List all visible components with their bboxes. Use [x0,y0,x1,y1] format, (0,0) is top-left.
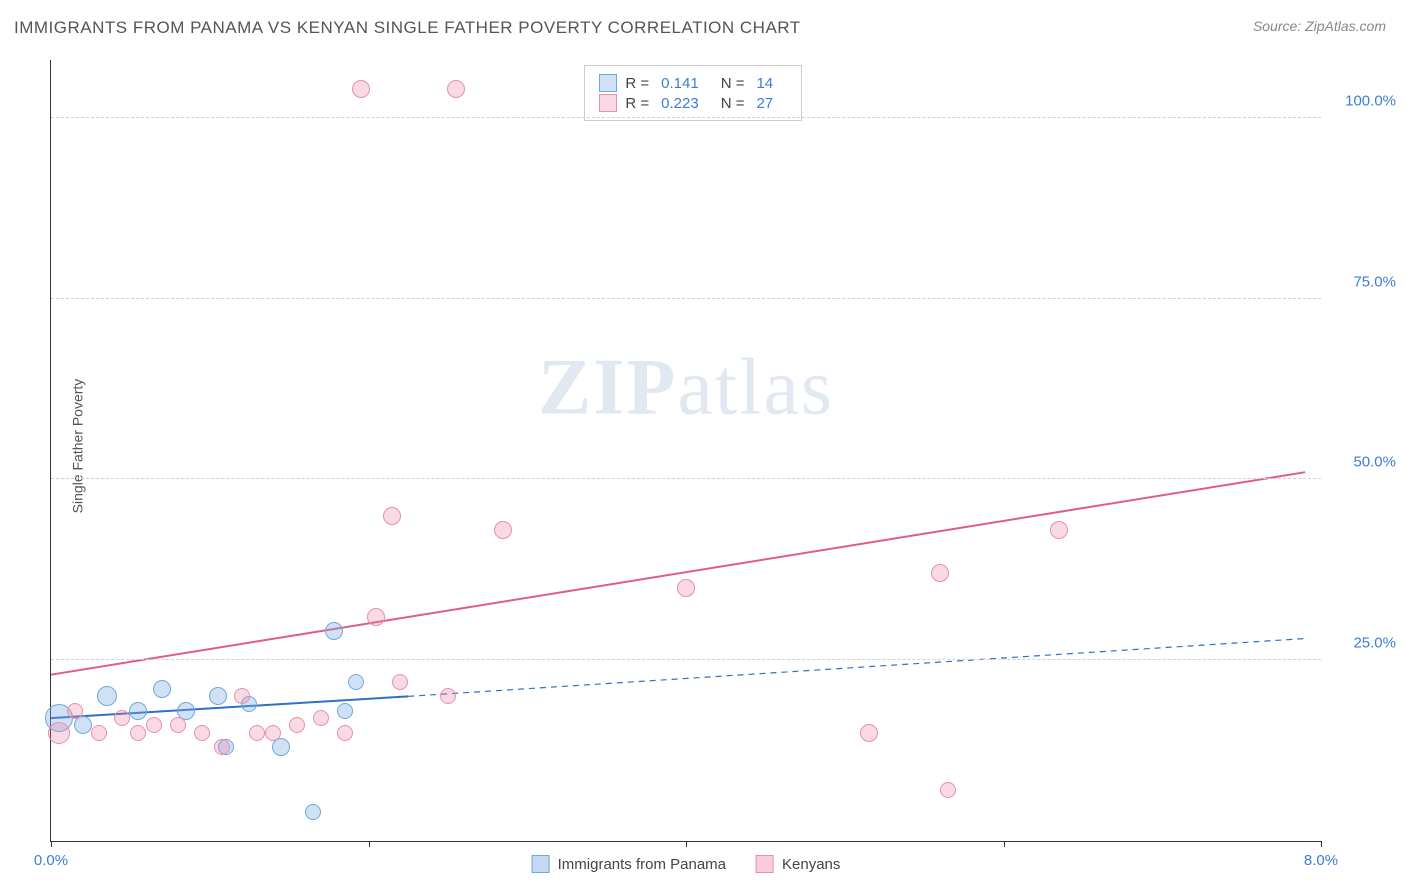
legend-item-1: Kenyans [756,855,840,873]
data-point [860,724,878,742]
data-point [170,717,186,733]
data-point [130,725,146,741]
source-label: Source: ZipAtlas.com [1253,18,1386,34]
n-label: N = [721,75,745,92]
data-point [265,725,281,741]
watermark-bold: ZIP [538,344,677,432]
watermark-rest: atlas [677,344,834,432]
data-point [146,717,162,733]
data-point [234,688,250,704]
ytick-label: 100.0% [1345,92,1396,109]
n-label: N = [721,95,745,112]
xtick [1004,841,1005,847]
legend-row-1: R = 0.223 N = 27 [599,94,787,112]
trend-lines [51,60,1321,841]
data-point [325,622,343,640]
ytick-label: 50.0% [1353,454,1396,471]
legend-row-0: R = 0.141 N = 14 [599,74,787,92]
data-point [940,782,956,798]
data-point [383,507,401,525]
data-point [337,725,353,741]
data-point [129,702,147,720]
swatch-kenyans-icon [756,855,774,873]
data-point [74,716,92,734]
r-label: R = [625,95,649,112]
data-point [194,725,210,741]
data-point [305,804,321,820]
r-value-0: 0.141 [661,75,699,92]
data-point [153,680,171,698]
legend-stats: R = 0.141 N = 14 R = 0.223 N = 27 [584,65,802,121]
gridline [51,298,1321,299]
data-point [209,687,227,705]
data-point [931,564,949,582]
gridline [51,117,1321,118]
xtick [686,841,687,847]
gridline [51,478,1321,479]
xtick [51,841,52,847]
n-value-0: 14 [756,75,773,92]
data-point [348,674,364,690]
n-value-1: 27 [756,95,773,112]
r-value-1: 0.223 [661,95,699,112]
xtick [1321,841,1322,847]
data-point [1050,521,1068,539]
r-label: R = [625,75,649,92]
xtick-label: 8.0% [1304,852,1338,869]
data-point [313,710,329,726]
xtick-label: 0.0% [34,852,68,869]
legend-label-1: Kenyans [782,856,840,873]
watermark: ZIPatlas [538,343,834,434]
ytick-label: 75.0% [1353,273,1396,290]
gridline [51,659,1321,660]
chart-title: IMMIGRANTS FROM PANAMA VS KENYAN SINGLE … [14,18,801,38]
swatch-panama-icon [599,74,617,92]
swatch-panama-icon [532,855,550,873]
data-point [494,521,512,539]
data-point [447,80,465,98]
swatch-kenyans-icon [599,94,617,112]
data-point [352,80,370,98]
data-point [272,738,290,756]
data-point [440,688,456,704]
data-point [91,725,107,741]
data-point [114,710,130,726]
plot-area: ZIPatlas R = 0.141 N = 14 R = 0.223 N = … [50,60,1321,842]
data-point [249,725,265,741]
data-point [289,717,305,733]
xtick [369,841,370,847]
data-point [677,579,695,597]
data-point [67,703,83,719]
legend-bottom: Immigrants from Panama Kenyans [532,855,841,873]
ytick-label: 25.0% [1353,635,1396,652]
data-point [214,739,230,755]
legend-label-0: Immigrants from Panama [558,856,726,873]
data-point [48,722,70,744]
data-point [392,674,408,690]
legend-item-0: Immigrants from Panama [532,855,726,873]
data-point [97,686,117,706]
data-point [367,608,385,626]
data-point [337,703,353,719]
